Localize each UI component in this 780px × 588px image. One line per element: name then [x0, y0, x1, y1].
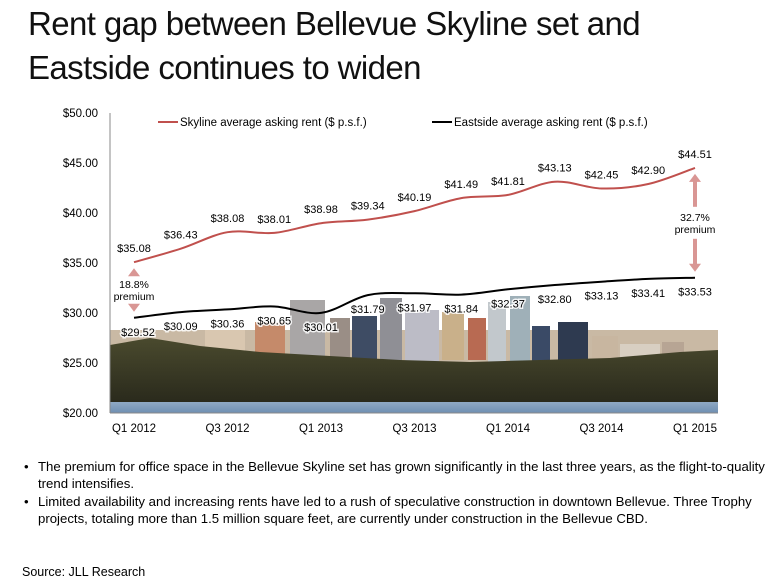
premium-arrow-head-up	[128, 268, 140, 277]
bullet-2: Limited availability and increasing rent…	[22, 493, 772, 527]
premium-arrow-head-down	[689, 263, 701, 272]
skyline-photo-background	[110, 296, 718, 413]
x-tick-label: Q1 2015	[673, 423, 717, 435]
eastside-data-label: $33.53	[678, 287, 712, 299]
eastside-series-line	[133, 276, 696, 319]
y-tick-label: $30.00	[63, 308, 98, 320]
premium-arrow-shaft	[693, 180, 697, 207]
skyline-data-label: $35.08	[117, 243, 151, 255]
premium-arrow-head-up	[689, 173, 701, 182]
skyline-data-label: $38.98	[304, 204, 338, 216]
x-axis-tick-labels: Q1 2012 Q3 2012 Q1 2013 Q3 2013 Q1 2014 Q3 20…	[112, 423, 717, 435]
y-tick-label: $35.00	[63, 258, 98, 270]
legend-label-skyline: Skyline average asking rent ($ p.s.f.)	[180, 117, 367, 129]
premium-annotation-text: premium	[114, 291, 155, 303]
eastside-data-label: $30.01	[304, 322, 338, 334]
x-tick-label: Q3 2013	[392, 423, 436, 435]
legend: Skyline average asking rent ($ p.s.f.) E…	[158, 117, 648, 129]
x-tick-label: Q1 2013	[299, 423, 343, 435]
skyline-data-label: $41.49	[444, 179, 478, 191]
eastside-data-label: $31.79	[351, 304, 385, 316]
x-tick-label: Q3 2012	[205, 423, 249, 435]
eastside-data-label: $30.36	[211, 318, 245, 330]
eastside-data-label: $31.97	[398, 302, 432, 314]
skyline-data-label: $39.34	[351, 201, 385, 213]
y-axis-tick-labels: $20.00 $25.00 $30.00 $35.00 $40.00 $45.00 $50.…	[63, 108, 98, 420]
premium-arrow-shaft	[693, 238, 697, 265]
skyline-data-label: $38.08	[211, 213, 245, 225]
y-tick-label: $25.00	[63, 358, 98, 370]
rent-line-chart: $20.00 $25.00 $30.00 $35.00 $40.00 $45.00 $50.…	[63, 108, 718, 435]
water	[110, 402, 718, 413]
eastside-data-label: $31.84	[444, 304, 478, 316]
x-tick-label: Q1 2014	[486, 423, 531, 435]
skyline-data-label: $38.01	[257, 214, 291, 226]
commentary-bullets: The premium for office space in the Bell…	[22, 458, 772, 528]
y-tick-label: $50.00	[63, 108, 98, 120]
eastside-data-label: $29.52	[121, 327, 155, 339]
y-tick-label: $40.00	[63, 208, 98, 220]
eastside-data-label: $33.41	[631, 288, 665, 300]
skyline-data-label: $44.51	[678, 149, 712, 161]
premium-arrow-head-down	[128, 303, 140, 312]
chart-title-line-2: Eastside continues to widen	[28, 49, 421, 86]
y-tick-label: $20.00	[63, 408, 98, 420]
skyline-data-label: $40.19	[398, 192, 432, 204]
x-tick-label: Q1 2012	[112, 423, 156, 435]
eastside-data-label: $30.65	[257, 316, 291, 328]
premium-annotation-text: 32.7%	[680, 212, 710, 224]
premium-annotation-text: premium	[675, 224, 716, 236]
premium-annotation-text: 18.8%	[119, 279, 149, 291]
eastside-data-label: $30.09	[164, 321, 198, 333]
data-labels: $35.08 $36.43 $38.08 $38.01 $38.98 $39.34 $40.…	[117, 149, 713, 340]
chart-title-line-1: Rent gap between Bellevue Skyline set an…	[28, 5, 641, 42]
legend-label-eastside: Eastside average asking rent ($ p.s.f.)	[454, 117, 648, 129]
skyline-series-line	[133, 166, 696, 264]
eastside-data-label: $33.13	[585, 291, 619, 303]
series-lines	[133, 166, 696, 319]
skyline-data-label: $43.13	[538, 163, 572, 175]
skyline-data-label: $42.45	[585, 170, 619, 182]
x-tick-label: Q3 2014	[579, 423, 624, 435]
eastside-data-label: $32.37	[491, 298, 525, 310]
skyline-data-label: $41.81	[491, 176, 525, 188]
bullet-1: The premium for office space in the Bell…	[22, 458, 772, 492]
source-note: Source: JLL Research	[22, 565, 146, 579]
chart-title: Rent gap between Bellevue Skyline set an…	[28, 2, 768, 90]
skyline-data-label: $42.90	[631, 165, 665, 177]
skyline-data-label: $36.43	[164, 230, 198, 242]
eastside-data-label: $32.80	[538, 294, 572, 306]
y-tick-label: $45.00	[63, 158, 98, 170]
tree-line	[110, 338, 718, 402]
